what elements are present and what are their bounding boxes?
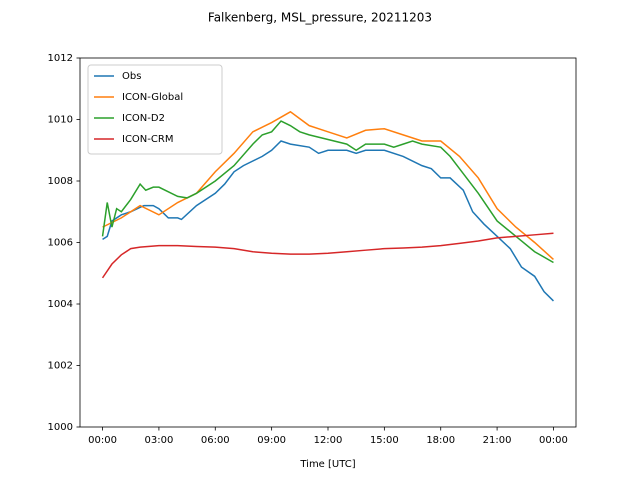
y-tick-label: 1010 xyxy=(48,115,73,126)
series-line xyxy=(101,232,554,279)
x-tick-label: 15:00 xyxy=(370,435,399,446)
x-tick-label: 12:00 xyxy=(314,435,343,446)
x-tick-label: 00:00 xyxy=(88,435,117,446)
series-line xyxy=(101,120,554,264)
chart-title: Falkenberg, MSL_pressure, 20211203 xyxy=(208,11,432,25)
x-axis-label: Time [UTC] xyxy=(299,459,355,470)
legend-label: ICON-Global xyxy=(122,92,183,103)
legend-label: Obs xyxy=(122,71,141,82)
legend-label: ICON-D2 xyxy=(122,113,165,124)
y-tick-label: 1002 xyxy=(48,361,73,372)
legend-box xyxy=(87,64,223,155)
x-tick-label: 18:00 xyxy=(426,435,455,446)
y-tick-label: 1008 xyxy=(48,176,73,187)
x-tick-label: 00:00 xyxy=(539,435,568,446)
y-tick-label: 1012 xyxy=(48,53,73,64)
y-tick-label: 1000 xyxy=(48,422,73,433)
series-line xyxy=(102,140,554,302)
x-tick-label: 21:00 xyxy=(483,435,512,446)
x-tick-label: 09:00 xyxy=(257,435,286,446)
series-line xyxy=(102,110,554,260)
y-tick-label: 1006 xyxy=(48,238,73,249)
y-tick-label: 1004 xyxy=(48,299,73,310)
legend-label: ICON-CRM xyxy=(122,134,173,145)
x-tick-label: 06:00 xyxy=(201,435,230,446)
x-tick-label: 03:00 xyxy=(144,435,173,446)
plot-frame xyxy=(79,57,577,428)
